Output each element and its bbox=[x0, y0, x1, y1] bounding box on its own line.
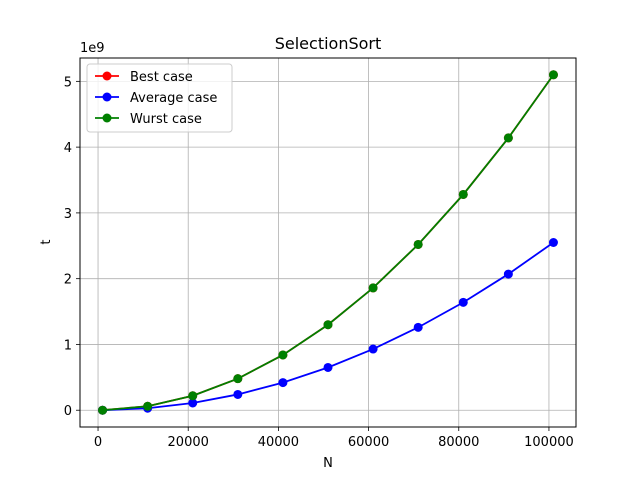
x-axis-label: N bbox=[323, 456, 333, 471]
legend-swatch-marker bbox=[102, 92, 112, 102]
legend-swatch-marker bbox=[102, 71, 112, 81]
data-point bbox=[368, 344, 378, 354]
legend: Best case Average case Wurst case bbox=[86, 63, 233, 133]
y-tick-label: 5 bbox=[64, 75, 72, 90]
data-point bbox=[413, 322, 423, 332]
plot-frame bbox=[79, 57, 577, 428]
data-point bbox=[413, 239, 423, 249]
legend-swatch-marker bbox=[102, 113, 112, 123]
legend-label: Best case bbox=[130, 70, 193, 85]
grid bbox=[80, 58, 576, 427]
x-tick-label: 40000 bbox=[258, 435, 299, 450]
y-tick-label: 2 bbox=[64, 273, 72, 288]
data-point bbox=[143, 401, 153, 411]
data-point bbox=[458, 189, 468, 199]
data-point bbox=[188, 398, 198, 408]
legend-item: Average case bbox=[95, 91, 217, 106]
y-tick-label: 3 bbox=[64, 207, 72, 222]
y-offset-label: 1e9 bbox=[80, 41, 105, 56]
y-tick-label: 0 bbox=[64, 404, 72, 419]
series-lines bbox=[98, 70, 558, 415]
legend-label: Wurst case bbox=[130, 112, 202, 127]
data-point bbox=[548, 70, 558, 80]
x-tick-label: 0 bbox=[94, 435, 102, 450]
y-axis-label: t bbox=[39, 239, 54, 244]
y-tick-label: 4 bbox=[64, 141, 72, 156]
data-point bbox=[503, 133, 513, 143]
data-point bbox=[323, 362, 333, 372]
data-point bbox=[188, 391, 198, 401]
data-point bbox=[278, 350, 288, 360]
data-point bbox=[278, 378, 288, 388]
legend-item: Best case bbox=[95, 70, 193, 85]
legend-label: Average case bbox=[130, 91, 217, 106]
legend-box bbox=[86, 63, 233, 133]
data-point bbox=[233, 374, 243, 384]
x-tick-label: 80000 bbox=[438, 435, 479, 450]
ticks: 0 20000 40000 60000 80000 100000 0 1 2 3 4 5 bbox=[64, 75, 574, 450]
x-tick-label: 100000 bbox=[524, 435, 574, 450]
data-point bbox=[233, 389, 243, 399]
data-point bbox=[98, 405, 108, 415]
data-point bbox=[368, 283, 378, 293]
x-tick-label: 60000 bbox=[348, 435, 389, 450]
series-wurst-case bbox=[98, 70, 558, 415]
chart-title: SelectionSort bbox=[275, 34, 382, 53]
x-tick-label: 20000 bbox=[168, 435, 209, 450]
y-tick-label: 1 bbox=[64, 338, 72, 353]
data-point bbox=[458, 297, 468, 307]
data-point bbox=[548, 238, 558, 247]
data-point bbox=[323, 320, 333, 330]
legend-item: Wurst case bbox=[95, 112, 202, 127]
data-point bbox=[503, 269, 513, 279]
